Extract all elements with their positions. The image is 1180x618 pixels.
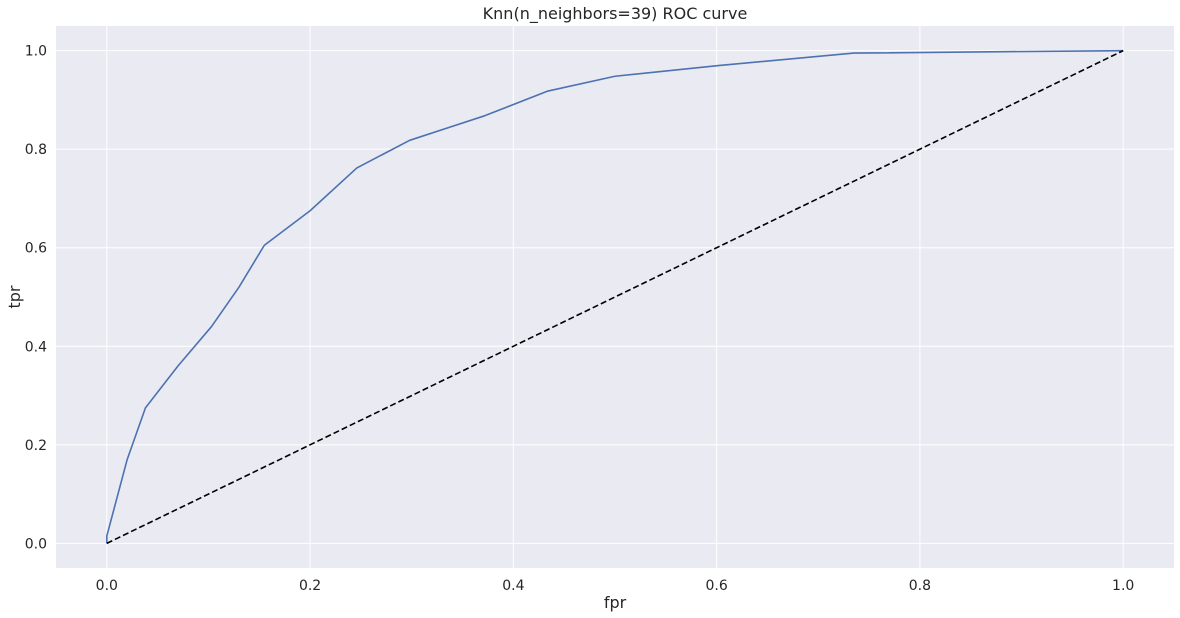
y-tick-label: 0.4 — [25, 339, 47, 355]
chart-title: Knn(n_neighbors=39) ROC curve — [483, 4, 748, 24]
y-tick-label: 0.0 — [25, 536, 47, 552]
y-tick-label: 0.2 — [25, 438, 47, 454]
x-tick-label: 0.0 — [96, 578, 118, 594]
x-tick-label: 1.0 — [1112, 578, 1134, 594]
x-tick-labels: 0.0 0.2 0.4 0.6 0.8 1.0 — [96, 578, 1135, 594]
x-tick-label: 0.4 — [502, 578, 524, 594]
plot-area — [56, 26, 1174, 568]
y-tick-label: 0.8 — [25, 142, 47, 158]
x-tick-label: 0.8 — [909, 578, 931, 594]
grid — [56, 26, 1174, 568]
x-axis-label: fpr — [604, 593, 627, 612]
x-tick-label: 0.2 — [299, 578, 321, 594]
y-tick-labels: 0.0 0.2 0.4 0.6 0.8 1.0 — [25, 44, 47, 553]
y-tick-label: 1.0 — [25, 44, 47, 60]
series-layer — [106, 49, 1124, 545]
chance-diagonal-line — [106, 49, 1124, 545]
y-tick-label: 0.6 — [25, 241, 47, 257]
x-tick-label: 0.6 — [706, 578, 728, 594]
roc-curve-line — [106, 49, 1124, 544]
y-axis-label: tpr — [5, 285, 24, 308]
